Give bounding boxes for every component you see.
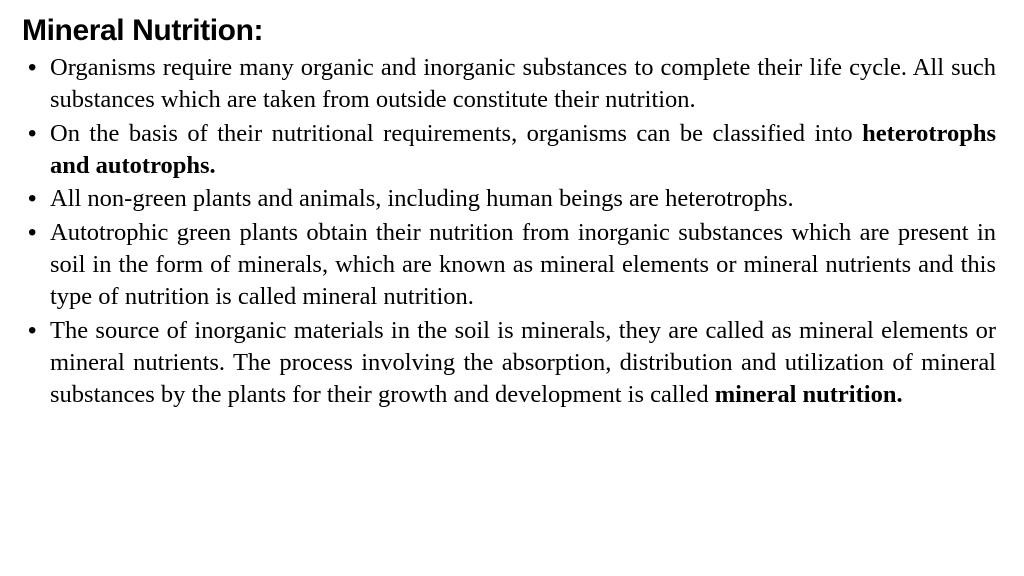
bullet-text: Autotrophic green plants obtain their nu… [50, 219, 996, 311]
list-item: Organisms require many organic and inorg… [22, 52, 996, 117]
list-item: All non-green plants and animals, includ… [22, 183, 996, 215]
bullet-text: All non-green plants and animals, includ… [50, 185, 794, 212]
list-item: The source of inorganic materials in the… [22, 315, 996, 412]
bullet-bold: mineral nutrition. [715, 381, 903, 408]
bullet-list: Organisms require many organic and inorg… [22, 52, 996, 412]
bullet-text: Organisms require many organic and inorg… [50, 54, 996, 113]
list-item: Autotrophic green plants obtain their nu… [22, 217, 996, 314]
list-item: On the basis of their nutritional requir… [22, 118, 996, 183]
bullet-text: On the basis of their nutritional requir… [50, 120, 862, 147]
page-title: Mineral Nutrition: [22, 14, 996, 48]
